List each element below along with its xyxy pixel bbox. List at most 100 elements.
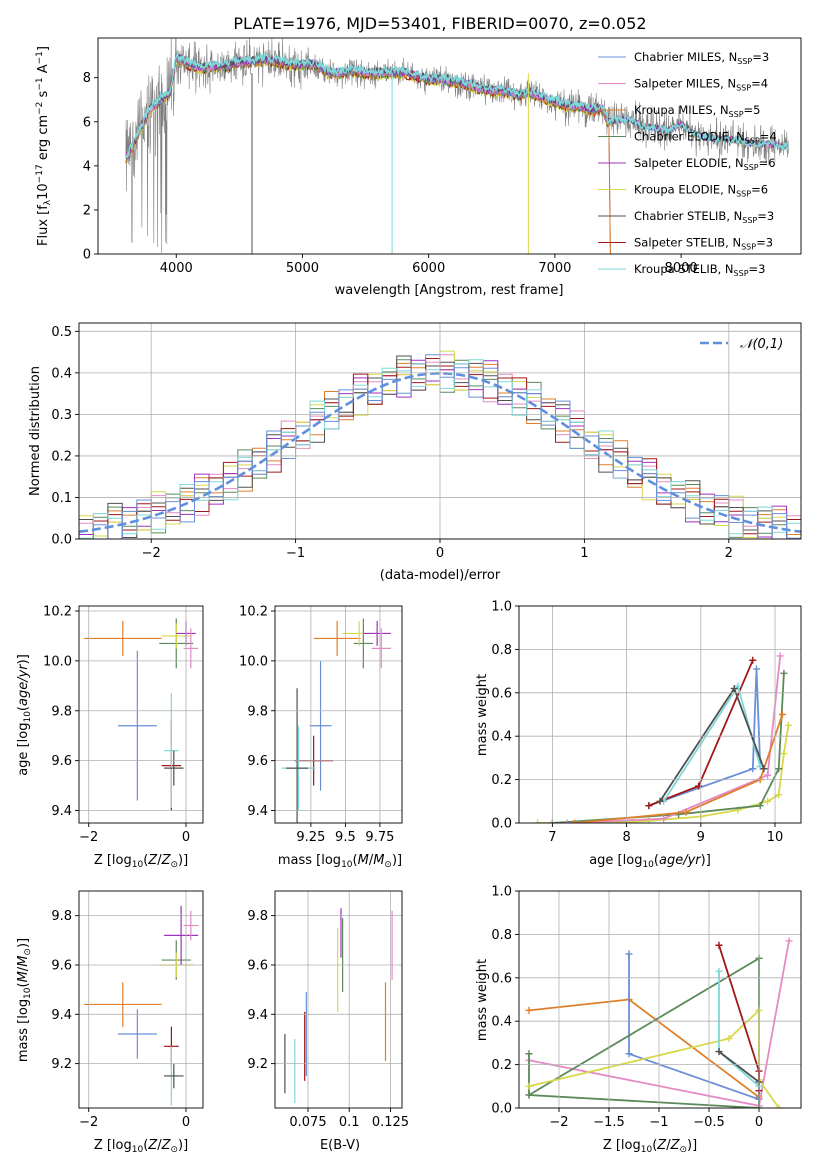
weight_vs_Z-marker-kroupa_elodie [725,1035,733,1043]
weight_vs_age-marker-salpeter_miles [563,819,571,823]
weight_vs_Z-marker-chabrier_miles [625,1050,633,1058]
age_vs_Z-ytick-label: 10.0 [43,654,72,669]
legend-entry-kroupa_stelib: Kroupa STELIB, NSSP=3 [634,262,765,278]
axis-xlabel: Z [log10(Z/Z⊙)] [603,1138,697,1155]
mass_vs_Z-ytick-label: 9.6 [51,958,72,973]
mass_vs_ebv-ytick-label: 9.6 [247,958,268,973]
residuals-ytick-label: 0.3 [51,408,72,423]
age_vs_Z-ytick-label: 9.8 [51,704,72,719]
weight_vs_age-marker-chabrier_elodie [780,669,788,677]
weight_vs_age-marker-chabrier_stelib [656,797,664,805]
axis-xlabel: Z [log10(Z/Z⊙)] [94,1138,188,1155]
age_vs_mass-ytick-label: 9.4 [247,804,268,819]
age_vs_mass-ytick-label: 9.6 [247,754,268,769]
weight_vs_age-xtick-label: 9 [697,830,705,845]
weight_vs_Z-frame [518,890,802,1109]
spectrum-xtick-label: 8000 [665,261,698,276]
weight_vs_age-marker-kroupa_miles [571,819,579,823]
residuals-ytick-label: 0.1 [51,491,72,506]
weight_vs_Z-marker-chabrier_stelib [715,1048,723,1056]
weight_vs_Z-marker-chabrier_miles [625,950,633,958]
age_vs_mass-frame [274,605,403,824]
weight_vs_Z-marker-kroupa_elodie [775,1104,783,1108]
spectrum-plot-area [125,38,789,254]
axis-ylabel: mass weight [475,674,490,756]
weight_vs_Z-ytick-label: 0.0 [491,1102,512,1117]
residuals-ytick-label: 0.4 [51,366,72,381]
weight_vs_Z-xtick-label: −1 [649,1115,668,1130]
spectrum-xtick-label: 4000 [160,261,193,276]
age_vs_mass-xtick-label: 9.25 [296,830,325,845]
weight_vs_age-marker-chabrier_miles [749,765,757,773]
mass_vs_ebv-ytick-label: 9.4 [247,1008,268,1023]
weight_vs_Z-ytick-label: 0.4 [491,1015,512,1030]
weight_vs_age-marker-kroupa_miles [682,808,690,816]
mass_vs_Z-ytick-label: 9.8 [51,909,72,924]
spectrum-xtick-label: 6000 [412,261,445,276]
weight_vs_age-marker-chabrier_elodie [756,802,764,810]
age_vs_mass-xtick-label: 9.5 [335,830,356,845]
legend-entry-kroupa_elodie: Kroupa ELODIE, NSSP=6 [634,183,768,199]
mass_vs_ebv-frame [274,890,403,1109]
age_vs_Z-xtick-label: 0 [182,830,190,845]
weight_vs_Z-xtick-label: 0 [755,1115,763,1130]
axis-xlabel: mass [log10(M/M⊙)] [278,853,402,870]
weight_vs_age-plot-area [534,652,792,823]
spectrum-ytick-label: 4 [83,159,91,174]
weight_vs_age-xtick-label: 8 [622,830,630,845]
age_vs_mass-xtick-label: 9.75 [365,830,394,845]
weight_vs_age-ytick-label: 1.0 [491,600,512,615]
age_vs_mass-ytick-label: 10.0 [239,654,268,669]
weight_vs_Z-marker-salpeter_stelib [715,941,723,949]
weight_vs_age-marker-kroupa_elodie [775,791,783,799]
residuals-xtick-label: 2 [725,546,733,561]
legend-entry-chabrier_elodie: Chabrier ELODIE, NSSP=4 [634,130,777,146]
weight_vs_age-marker-salpeter_miles [776,652,784,660]
weight_vs_age-marker-chabrier_elodie [775,765,783,773]
mass_vs_ebv-ytick-label: 9.8 [247,909,268,924]
mass_vs_ebv-axes: 0.075 0.1 0.125 9.2 9.4 9.6 9.8 E(B-V) [247,890,409,1153]
weight_vs_age-ytick-label: 0.2 [491,773,512,788]
weight_vs_age-ytick-label: 0.4 [491,730,512,745]
weight_vs_Z-marker-salpeter_miles [785,937,793,945]
weight_vs_Z-marker-chabrier_elodie [525,1091,533,1099]
weight_vs_age-marker-salpeter_miles [764,771,772,779]
axis-xlabel: Z [log10(Z/Z⊙)] [94,853,188,870]
weight_vs_age-ytick-label: 0.8 [491,643,512,658]
weight_vs_age-ytick-label: 0.0 [491,817,512,832]
weight_vs_age-marker-kroupa_stelib [734,682,742,690]
residuals-xtick-label: −1 [286,546,305,561]
weight_vs_age-marker-kroupa_elodie [784,721,792,729]
mass_vs_Z-xtick-label: −2 [79,1115,98,1130]
axis-xlabel: E(B-V) [320,1138,360,1153]
weight_vs_Z-ytick-label: 1.0 [491,885,512,900]
weight_vs_age-marker-kroupa_miles [778,711,786,718]
figure-title: PLATE=1976, MJD=53401, FIBERID=0070, z=0… [233,14,646,33]
weight_vs_age-marker-kroupa_elodie [780,750,788,758]
age_vs_Z-ytick-label: 9.6 [51,754,72,769]
weight_vs_age-line-kroupa_miles [574,714,784,823]
axis-ylabel: age [log10(age/yr)] [16,654,33,776]
weight_vs_age-marker-salpeter_stelib [749,656,757,664]
age_vs_mass-axes: 9.25 9.5 9.75 9.4 9.6 9.8 10.0 10.2 mass [log10(… [239,604,403,870]
weight_vs_age-xtick-label: 10 [767,830,784,845]
weight_vs_Z-marker-kroupa_elodie [525,1082,533,1090]
mass_vs_Z-xtick-label: 0 [182,1115,190,1130]
mass_vs_Z-ytick-label: 9.4 [51,1008,72,1023]
mass_vs_ebv-ytick-label: 9.2 [247,1057,268,1072]
weight_vs_Z-ytick-label: 0.8 [491,928,512,943]
spectrum-ylabel: Flux [fλ10−17 erg cm−2 s−1 A−1] [35,46,53,246]
weight_vs_age-marker-salpeter_stelib [645,802,653,810]
spectrum-ytick-label: 2 [83,203,91,218]
residuals-xtick-label: 0 [436,546,444,561]
weight_vs_Z-xtick-label: −2 [549,1115,568,1130]
legend-gauss-label: 𝒩(0,1) [740,337,783,352]
weight_vs_Z-xtick-label: −1.5 [593,1115,625,1130]
age_vs_mass-ytick-label: 10.2 [239,604,268,619]
weight_vs_Z-marker-kroupa_stelib [715,967,723,975]
spectrum-frame [97,37,802,255]
weight_vs_age-marker-chabrier_stelib [760,765,768,773]
residuals-axes: −2 −1 0 1 2 0.0 0.1 0.2 0.3 0.4 0.5 𝒩(0,1) (data-mod… [28,322,802,583]
weight_vs_age-marker-salpeter_miles [660,815,668,823]
